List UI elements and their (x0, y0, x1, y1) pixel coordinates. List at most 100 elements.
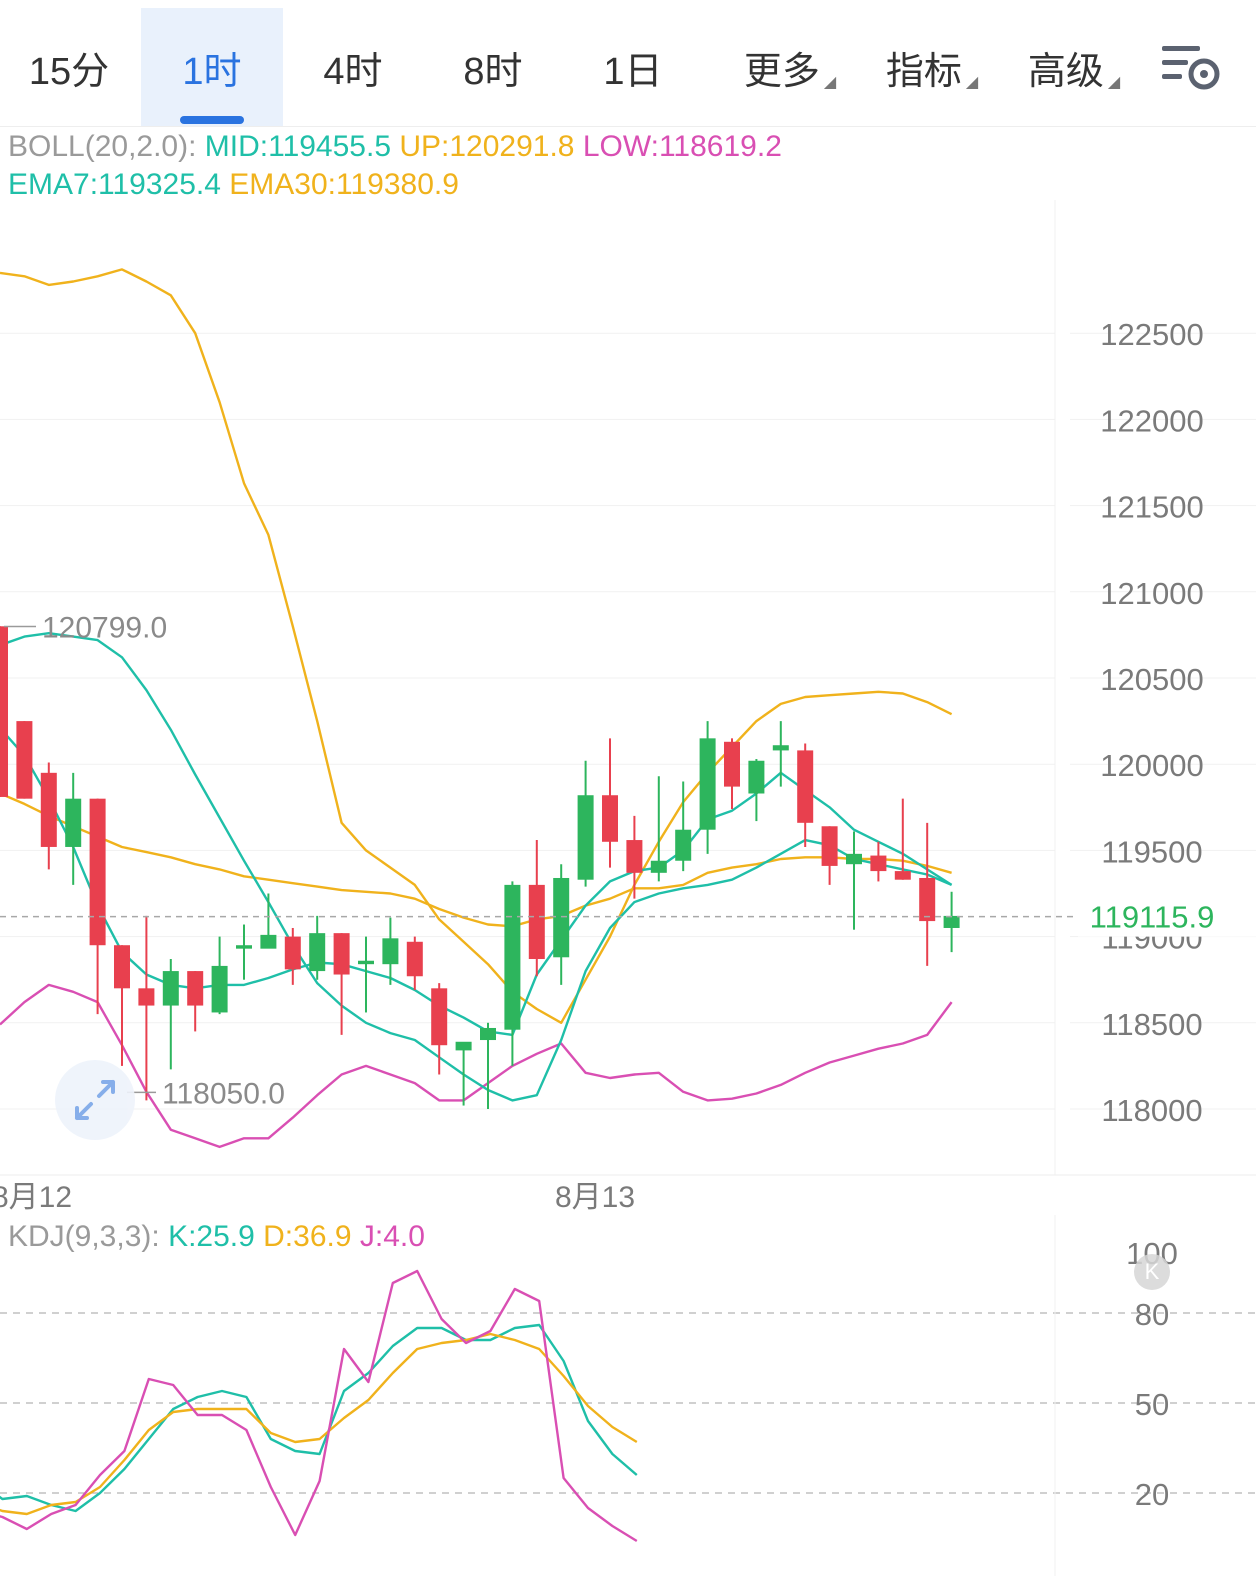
candle-body (724, 741, 740, 787)
kdj-tick-label: 80 (1135, 1297, 1169, 1332)
candle-body (260, 934, 277, 949)
candle (236, 924, 252, 980)
dropdown-caret-icon: ◢ (1107, 74, 1121, 91)
tab-1hour[interactable]: 1时 (141, 8, 283, 126)
price-tick-label: 118500 (1101, 1007, 1202, 1042)
ema7-value: EMA7:119325.4 (8, 168, 221, 201)
price-tick-label: 122500 (1100, 317, 1203, 352)
candle (553, 864, 570, 985)
candle-body (919, 877, 936, 922)
candle (650, 776, 667, 882)
candle (89, 798, 106, 1015)
time-label: 8月13 (555, 1181, 635, 1214)
kdj-k-line (0, 1323, 638, 1513)
tab-8hour[interactable]: 8时 (423, 8, 563, 126)
chart-settings-icon[interactable] (1160, 40, 1222, 96)
kdj-chart[interactable]: 100805020 (0, 1215, 1256, 1576)
candle-body (455, 1041, 472, 1051)
candle (797, 743, 814, 847)
boll-up-value: UP:120291.8 (399, 130, 575, 163)
low-marker-label: 118050.0 (162, 1077, 285, 1110)
tab-more[interactable]: 更多 ◢ (720, 8, 860, 126)
candle-body (772, 745, 789, 751)
candle-body (650, 860, 667, 873)
dropdown-caret-icon: ◢ (965, 74, 979, 91)
fullscreen-button[interactable] (55, 1060, 135, 1140)
boll-legend: BOLL(20,2.0): MID:119455.5 UP:120291.8 L… (8, 130, 782, 164)
tab-label: 8时 (463, 50, 523, 93)
price-tick-label: 119500 (1101, 834, 1202, 869)
candle (309, 915, 326, 980)
candle-body (284, 936, 301, 970)
kdj-name: KDJ(9,3,3): (8, 1220, 160, 1253)
tab-indicators[interactable]: 指标 ◢ (862, 8, 1002, 126)
price-tick-label: 120500 (1100, 662, 1203, 697)
tab-label: 更多 (743, 50, 820, 93)
candle-body (382, 938, 399, 965)
expand-icon (75, 1080, 115, 1120)
candle-body (870, 855, 887, 872)
candle (333, 933, 350, 1035)
candle (0, 626, 8, 797)
candle (260, 893, 277, 949)
candle (699, 721, 716, 854)
candle-body (187, 971, 204, 1006)
candle (602, 738, 618, 868)
candle-body (528, 884, 545, 960)
boll-upper-line (0, 268, 953, 1024)
candle-body (846, 853, 862, 865)
candle-body (211, 965, 228, 1013)
candle (480, 1022, 496, 1109)
candle-body (162, 971, 179, 1006)
tab-label: 高级 (1027, 50, 1104, 93)
ema30-value: EMA30:119380.9 (229, 168, 459, 201)
price-tick-label: 121000 (1100, 576, 1203, 611)
tab-advanced[interactable]: 高级 ◢ (1004, 8, 1144, 126)
candle-body (16, 721, 33, 799)
candle (138, 915, 155, 1101)
candle (748, 759, 765, 822)
candle (772, 721, 789, 787)
candle (846, 831, 862, 930)
candle-body (406, 941, 423, 977)
candle (528, 840, 545, 977)
candle (870, 841, 887, 882)
candle (455, 1041, 472, 1106)
price-tick-label: 118000 (1101, 1093, 1202, 1128)
kdj-legend: KDJ(9,3,3): K:25.9 D:36.9 J:4.0 (8, 1220, 425, 1254)
tab-15min[interactable]: 15分 (0, 8, 138, 126)
kdj-tick-label: 20 (1135, 1477, 1169, 1512)
candle-body (675, 829, 692, 861)
time-label: 8月12 (0, 1181, 72, 1214)
tab-4hour[interactable]: 4时 (283, 8, 423, 126)
kdj-d-value: D:36.9 (263, 1220, 352, 1253)
candle (211, 936, 228, 1015)
candle (382, 917, 399, 985)
candle-body (358, 960, 374, 965)
boll-mid-line (0, 632, 953, 1102)
ema30-line (0, 792, 952, 928)
candle-body (480, 1027, 496, 1041)
ema-legend: EMA7:119325.4 EMA30:119380.9 (8, 168, 459, 202)
timeframe-toolbar: 15分 1时 4时 8时 1日 更多 ◢ 指标 ◢ 高级 ◢ (0, 0, 1256, 127)
candle-body (114, 945, 130, 989)
tab-1day[interactable]: 1日 (563, 8, 703, 126)
candle-body (333, 933, 350, 975)
candle (16, 721, 33, 799)
k-line-badge-icon[interactable]: K (1134, 1254, 1170, 1290)
candle (65, 772, 82, 885)
candle-body (797, 750, 814, 823)
candle-body (40, 772, 57, 847)
candle-body (309, 933, 326, 972)
candle-body (65, 798, 82, 847)
candle-body (553, 877, 570, 958)
candle (40, 762, 57, 870)
candle (919, 822, 936, 966)
tab-label: 4时 (323, 50, 383, 93)
candle-body (0, 626, 8, 797)
candle-body (821, 826, 838, 866)
candlestick-chart[interactable]: 122500 122000 121500 121000 120500 120000 1195… (0, 200, 1256, 1215)
candle-body (138, 988, 155, 1006)
kdj-j-value: J:4.0 (359, 1220, 425, 1253)
tab-label: 指标 (885, 50, 962, 93)
